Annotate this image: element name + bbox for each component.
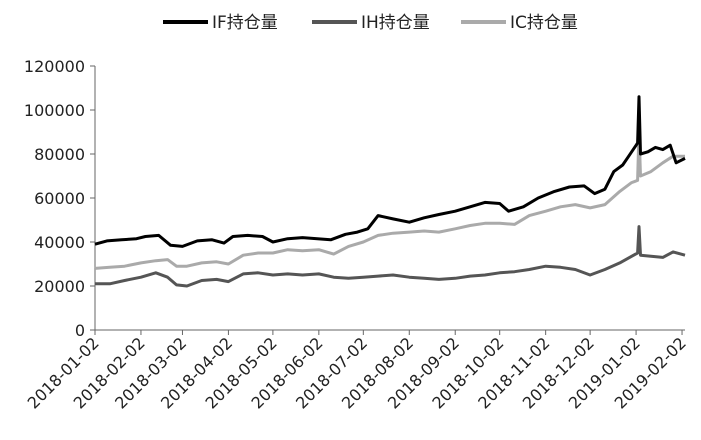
series-line-ih [95, 225, 686, 288]
y-tick-label: 120000 [24, 57, 85, 76]
legend-item-ic: IC持仓量 [461, 13, 578, 33]
y-tick-label: 0 [75, 321, 85, 340]
series-line-ic [94, 128, 685, 270]
series-line-if [94, 95, 686, 248]
y-ticks: 0 20000 40000 60000 80000 100000 120000 [24, 57, 95, 340]
axes [94, 66, 685, 331]
legend: IF持仓量 IH持仓量 IC持仓量 [163, 13, 578, 33]
x-ticks: 2018-01-022018-02-022018-03-022018-04-02… [24, 330, 690, 413]
legend-label-if: IF持仓量 [212, 13, 278, 33]
y-tick-label: 40000 [34, 233, 85, 252]
legend-label-ic: IC持仓量 [510, 13, 578, 33]
y-tick-label: 60000 [34, 189, 85, 208]
y-tick-label: 100000 [24, 101, 85, 120]
legend-item-if: IF持仓量 [163, 13, 278, 33]
legend-item-ih: IH持仓量 [312, 13, 430, 33]
y-tick-label: 80000 [34, 145, 85, 164]
legend-label-ih: IH持仓量 [361, 13, 430, 33]
series-lines [94, 95, 686, 288]
y-tick-label: 20000 [34, 277, 85, 296]
